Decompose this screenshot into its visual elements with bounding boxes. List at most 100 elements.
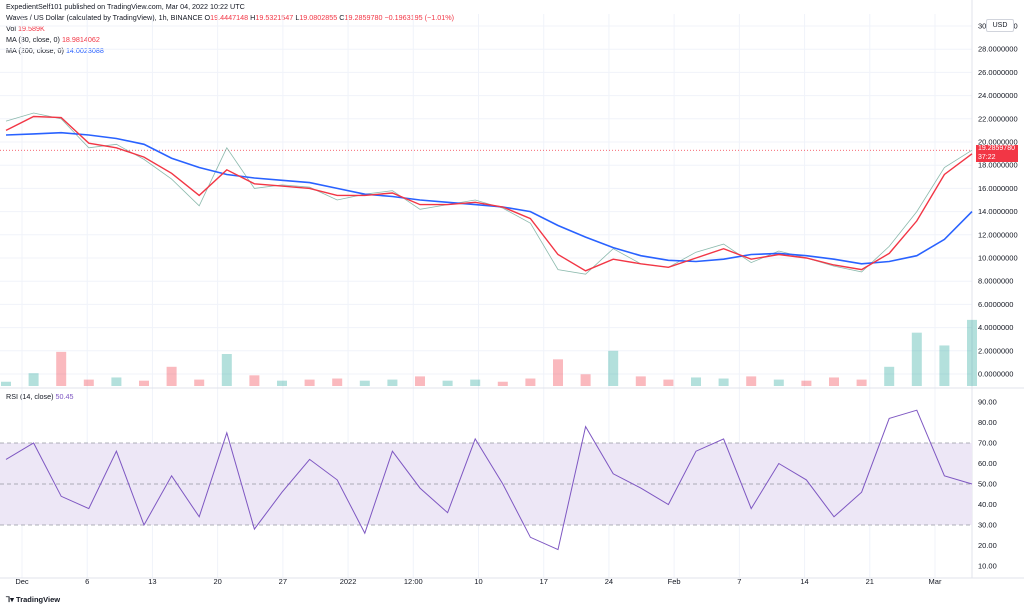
open-label: O bbox=[204, 13, 211, 22]
open-value: 19.4447148 bbox=[210, 13, 249, 22]
x-tick-label: 12:00 bbox=[404, 577, 423, 586]
volume-bar bbox=[608, 350, 619, 386]
ohlc-high: H19.5321547 bbox=[250, 13, 293, 22]
volume-bar bbox=[56, 351, 67, 386]
volume-bar bbox=[83, 379, 94, 386]
x-tick-label: Mar bbox=[929, 577, 942, 586]
symbol-line: Waves / US Dollar (calculated by Trading… bbox=[6, 13, 454, 22]
tradingview-logo-mark: ⅂▾ bbox=[6, 595, 17, 604]
volume-bar bbox=[663, 379, 674, 386]
rsi-y-tick-label: 90.00 bbox=[978, 398, 997, 407]
volume-bar bbox=[277, 380, 287, 386]
bar-countdown: 37:22 bbox=[978, 153, 996, 161]
volume-bar bbox=[801, 380, 812, 386]
volume-bar bbox=[111, 377, 122, 386]
vol-legend[interactable]: Vol 19.589K bbox=[6, 24, 45, 33]
volume-bar bbox=[442, 380, 453, 386]
low-value: 19.0802855 bbox=[299, 13, 338, 22]
rsi-y-tick-label: 60.00 bbox=[978, 459, 997, 468]
volume-bar bbox=[415, 376, 425, 386]
volume-bar bbox=[387, 379, 398, 386]
published-line: ExpedientSelf101 published on TradingVie… bbox=[6, 2, 245, 11]
rsi-y-tick-label: 50.00 bbox=[978, 480, 997, 489]
last-price-tag: 19.2859780 37:22 bbox=[976, 145, 1018, 162]
volume-bar bbox=[829, 377, 839, 386]
last-price-value: 19.2859780 bbox=[978, 145, 1015, 152]
ma30-label: MA (30, close, 0) bbox=[6, 35, 60, 44]
volume-bar bbox=[139, 380, 149, 386]
volume-bar bbox=[470, 379, 481, 386]
volume-bar bbox=[249, 375, 260, 386]
volume-bar bbox=[194, 379, 205, 386]
rsi-y-tick-label: 20.00 bbox=[978, 541, 997, 550]
y-tick-label: 26.0000000 bbox=[978, 68, 1018, 77]
y-tick-label: 20.0000000 bbox=[978, 138, 1018, 147]
ohlc-open: O19.4447148 bbox=[205, 13, 249, 22]
volume-bar bbox=[939, 345, 950, 386]
x-tick-label: 13 bbox=[148, 577, 156, 586]
y-tick-label: 24.0000000 bbox=[978, 91, 1018, 100]
price-series bbox=[5, 112, 973, 275]
high-label: H bbox=[250, 13, 256, 22]
rsi-y-tick-label: 70.00 bbox=[978, 439, 997, 448]
low-label: L bbox=[295, 13, 300, 22]
rsi-label: RSI (14, close) bbox=[6, 392, 54, 401]
volume-bar bbox=[746, 376, 757, 386]
y-tick-label: 8.0000000 bbox=[978, 277, 1013, 286]
ma200-value: 14.0023088 bbox=[65, 46, 104, 55]
high-value: 19.5321547 bbox=[255, 13, 294, 22]
y-tick-label: 22.0000000 bbox=[978, 114, 1018, 123]
x-tick-label: 21 bbox=[866, 577, 874, 586]
y-tick-label: 18.0000000 bbox=[978, 161, 1018, 170]
rsi-legend[interactable]: RSI (14, close) 50.45 bbox=[6, 392, 74, 401]
volume-bar bbox=[166, 366, 177, 386]
y-tick-label: 2.0000000 bbox=[978, 346, 1013, 355]
x-tick-label: 2022 bbox=[340, 577, 357, 586]
ma200-line bbox=[5, 131, 973, 265]
volume-bar bbox=[359, 380, 370, 386]
x-tick-label: 20 bbox=[213, 577, 221, 586]
x-tick-label: 24 bbox=[605, 577, 613, 586]
rsi-y-tick-label: 40.00 bbox=[978, 500, 997, 509]
close-value: 19.2859780 bbox=[344, 13, 383, 22]
rsi-y-tick-label: 10.00 bbox=[978, 562, 997, 571]
x-tick-label: 27 bbox=[279, 577, 287, 586]
rsi-value: 50.45 bbox=[55, 392, 74, 401]
volume-bar bbox=[1, 381, 11, 386]
x-tick-label: Dec bbox=[15, 577, 29, 586]
vol-label: Vol bbox=[6, 24, 16, 33]
volume-bar bbox=[773, 379, 784, 386]
x-tick-label: 10 bbox=[474, 577, 482, 586]
volume-bar bbox=[580, 374, 591, 386]
volume-bar bbox=[691, 377, 701, 386]
x-tick-label: 6 bbox=[85, 577, 89, 586]
y-tick-label: 28.0000000 bbox=[978, 45, 1018, 54]
volume-bar bbox=[497, 381, 508, 386]
volume-bar bbox=[28, 373, 39, 386]
ma200-legend[interactable]: MA (200, close, 0) 14.0023088 bbox=[6, 46, 104, 55]
ma30-legend[interactable]: MA (30, close, 0) 18.9814062 bbox=[6, 35, 100, 44]
change-value: −0.1963195 (−1.01%) bbox=[384, 13, 455, 22]
volume-bar bbox=[884, 366, 895, 386]
symbol-title: Waves / US Dollar (calculated by Trading… bbox=[6, 13, 203, 22]
x-tick-label: 17 bbox=[540, 577, 548, 586]
vol-value: 19.589K bbox=[18, 24, 45, 33]
volume-bar bbox=[221, 354, 232, 386]
close-label: C bbox=[339, 13, 345, 22]
ohlc-close: C19.2859780 bbox=[339, 13, 382, 22]
x-tick-label: 7 bbox=[737, 577, 741, 586]
tradingview-logo[interactable]: ⅂▾ TradingView bbox=[6, 595, 60, 604]
x-tick-label: Feb bbox=[668, 577, 681, 586]
currency-badge[interactable]: USD bbox=[986, 19, 1014, 32]
ohlc-low: L19.0802855 bbox=[295, 13, 337, 22]
x-tick-label: 14 bbox=[800, 577, 808, 586]
y-tick-label: 6.0000000 bbox=[978, 300, 1013, 309]
volume-bar bbox=[635, 376, 646, 386]
y-tick-label: 4.0000000 bbox=[978, 323, 1013, 332]
tradingview-logo-text: TradingView bbox=[16, 595, 61, 604]
volume-bar bbox=[967, 319, 977, 386]
volume-bar bbox=[525, 378, 536, 386]
volume-bar bbox=[304, 379, 315, 386]
y-tick-label: 0.0000000 bbox=[978, 370, 1013, 379]
